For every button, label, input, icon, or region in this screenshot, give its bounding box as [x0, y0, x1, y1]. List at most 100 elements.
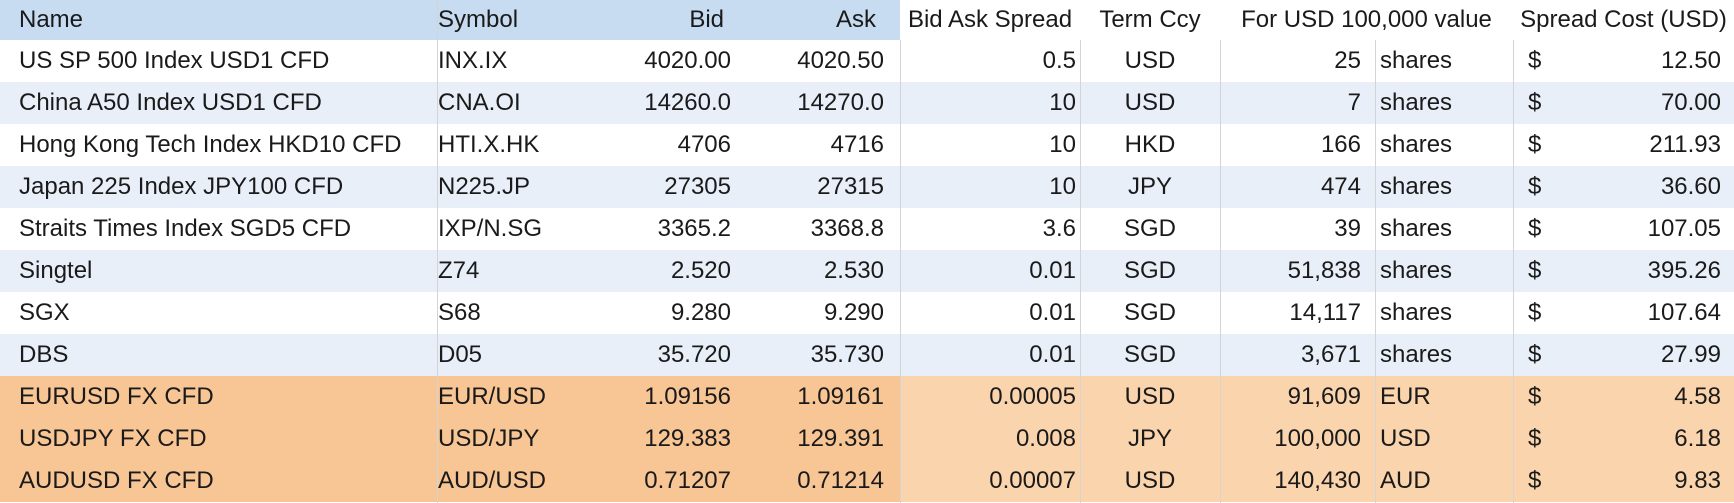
cell-bid[interactable]: 3365.2 — [657, 215, 731, 242]
cell-bid[interactable]: 129.383 — [644, 425, 731, 452]
cell-unit[interactable]: shares — [1380, 131, 1453, 158]
cell-quantity[interactable]: 474 — [1320, 173, 1361, 200]
cell-spread[interactable]: 0.01 — [1029, 299, 1076, 326]
cell-spread[interactable]: 0.00005 — [989, 383, 1076, 410]
cell-ask[interactable]: 35.730 — [810, 341, 884, 368]
cell-currency[interactable]: $ — [1528, 341, 1542, 368]
cell-ask[interactable]: 2.530 — [823, 257, 884, 284]
cell-ask[interactable]: 9.290 — [823, 299, 884, 326]
header-symbol[interactable]: Symbol — [438, 6, 519, 33]
cell-symbol[interactable]: AUD/USD — [438, 467, 547, 494]
cell-symbol[interactable]: INX.IX — [438, 47, 508, 74]
cell-name[interactable]: US SP 500 Index USD1 CFD — [19, 47, 330, 74]
cell-spread-cost[interactable]: 6.18 — [1674, 425, 1721, 452]
cell-spread-cost[interactable]: 211.93 — [1649, 131, 1721, 158]
cell-symbol[interactable]: USD/JPY — [438, 425, 540, 452]
cell-unit[interactable]: shares — [1380, 215, 1453, 242]
cell-name[interactable]: Hong Kong Tech Index HKD10 CFD — [19, 131, 402, 158]
cell-symbol[interactable]: N225.JP — [438, 173, 531, 200]
cell-name[interactable]: EURUSD FX CFD — [19, 383, 214, 410]
cell-spread-cost[interactable]: 4.58 — [1674, 383, 1721, 410]
cell-unit[interactable]: USD — [1380, 425, 1431, 452]
cell-quantity[interactable]: 166 — [1320, 131, 1361, 158]
header-term-ccy[interactable]: Term Ccy — [1099, 6, 1201, 33]
cell-term-ccy[interactable]: USD — [1124, 383, 1176, 410]
cell-bid[interactable]: 35.720 — [657, 341, 731, 368]
cell-name[interactable]: AUDUSD FX CFD — [19, 467, 214, 494]
cell-term-ccy[interactable]: SGD — [1123, 299, 1176, 326]
cell-name[interactable]: Straits Times Index SGD5 CFD — [19, 215, 352, 242]
cell-spread[interactable]: 0.5 — [1042, 47, 1076, 74]
cell-term-ccy[interactable]: SGD — [1123, 341, 1176, 368]
cell-spread-cost[interactable]: 36.60 — [1660, 173, 1721, 200]
cell-quantity[interactable]: 91,609 — [1287, 383, 1361, 410]
cell-name[interactable]: DBS — [19, 341, 69, 368]
cell-term-ccy[interactable]: JPY — [1127, 173, 1172, 200]
cell-quantity[interactable]: 39 — [1334, 215, 1361, 242]
cell-spread[interactable]: 10 — [1049, 89, 1076, 116]
cell-currency[interactable]: $ — [1528, 425, 1542, 452]
cell-term-ccy[interactable]: USD — [1124, 89, 1176, 116]
cell-quantity[interactable]: 140,430 — [1274, 467, 1361, 494]
cell-unit[interactable]: shares — [1380, 173, 1453, 200]
cell-quantity[interactable]: 100,000 — [1274, 425, 1361, 452]
header-spread-cost[interactable]: Spread Cost (USD) — [1520, 6, 1727, 33]
cell-unit[interactable]: shares — [1380, 47, 1453, 74]
cell-quantity[interactable]: 3,671 — [1300, 341, 1361, 368]
cell-unit[interactable]: AUD — [1380, 467, 1431, 494]
header-spread[interactable]: Bid Ask Spread — [907, 6, 1073, 33]
cell-name[interactable]: USDJPY FX CFD — [19, 425, 207, 452]
cell-spread-cost[interactable]: 107.64 — [1647, 299, 1721, 326]
cell-unit[interactable]: shares — [1380, 299, 1453, 326]
cell-symbol[interactable]: EUR/USD — [438, 383, 547, 410]
cell-currency[interactable]: $ — [1528, 257, 1542, 284]
cell-bid[interactable]: 4706 — [677, 131, 731, 158]
header-value[interactable]: For USD 100,000 value — [1241, 6, 1492, 33]
cell-spread[interactable]: 10 — [1049, 173, 1076, 200]
cell-quantity[interactable]: 51,838 — [1287, 257, 1361, 284]
cell-ask[interactable]: 4716 — [830, 131, 884, 158]
cell-spread[interactable]: 0.00007 — [989, 467, 1076, 494]
header-ask[interactable]: Ask — [835, 6, 876, 33]
cell-ask[interactable]: 0.71214 — [797, 467, 884, 494]
cell-currency[interactable]: $ — [1528, 215, 1542, 242]
cell-term-ccy[interactable]: SGD — [1123, 257, 1176, 284]
cell-ask[interactable]: 4020.50 — [797, 47, 884, 74]
cell-spread-cost[interactable]: 12.50 — [1660, 47, 1721, 74]
cell-bid[interactable]: 1.09156 — [644, 383, 731, 410]
header-bid[interactable]: Bid — [689, 6, 724, 33]
cell-currency[interactable]: $ — [1528, 383, 1542, 410]
cell-spread-cost[interactable]: 70.00 — [1660, 89, 1721, 116]
cell-unit[interactable]: EUR — [1380, 383, 1431, 410]
cell-currency[interactable]: $ — [1528, 299, 1542, 326]
cell-quantity[interactable]: 7 — [1347, 89, 1361, 116]
cell-spread[interactable]: 3.6 — [1042, 215, 1076, 242]
cell-currency[interactable]: $ — [1528, 47, 1542, 74]
cell-unit[interactable]: shares — [1380, 257, 1453, 284]
cell-bid[interactable]: 9.280 — [670, 299, 731, 326]
cell-bid[interactable]: 27305 — [664, 173, 731, 200]
cell-name[interactable]: Singtel — [19, 257, 93, 284]
cell-spread-cost[interactable]: 107.05 — [1647, 215, 1721, 242]
cell-ask[interactable]: 1.09161 — [797, 383, 884, 410]
cell-symbol[interactable]: CNA.OI — [438, 89, 521, 116]
cell-spread[interactable]: 0.01 — [1029, 257, 1076, 284]
cell-term-ccy[interactable]: SGD — [1123, 215, 1176, 242]
cell-spread-cost[interactable]: 27.99 — [1660, 341, 1721, 368]
cell-term-ccy[interactable]: JPY — [1127, 425, 1172, 452]
cell-ask[interactable]: 27315 — [817, 173, 884, 200]
cell-spread-cost[interactable]: 9.83 — [1674, 467, 1721, 494]
cell-currency[interactable]: $ — [1528, 89, 1542, 116]
cell-currency[interactable]: $ — [1528, 467, 1542, 494]
cell-spread[interactable]: 0.008 — [1015, 425, 1076, 452]
cell-spread[interactable]: 10 — [1049, 131, 1076, 158]
cell-quantity[interactable]: 14,117 — [1289, 299, 1361, 326]
cell-name[interactable]: SGX — [19, 299, 70, 326]
cell-spread[interactable]: 0.01 — [1029, 341, 1076, 368]
cell-ask[interactable]: 3368.8 — [810, 215, 884, 242]
cell-currency[interactable]: $ — [1528, 173, 1542, 200]
cell-name[interactable]: Japan 225 Index JPY100 CFD — [19, 173, 344, 200]
cell-symbol[interactable]: IXP/N.SG — [438, 215, 543, 242]
cell-name[interactable]: China A50 Index USD1 CFD — [19, 89, 322, 116]
cell-term-ccy[interactable]: USD — [1124, 47, 1176, 74]
